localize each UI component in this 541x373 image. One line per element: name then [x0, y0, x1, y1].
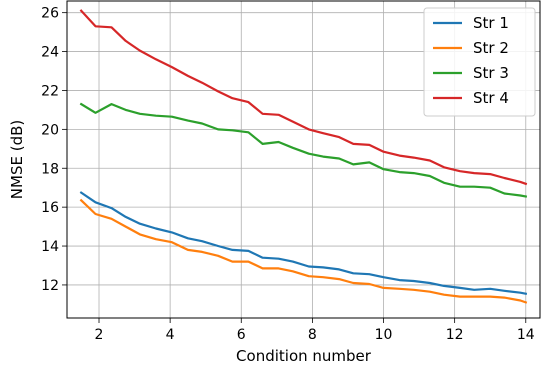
y-tick-label: 16	[41, 200, 59, 216]
legend-entry-label: Str 4	[473, 89, 509, 107]
y-tick-label: 20	[41, 122, 59, 138]
legend-entry-label: Str 3	[473, 64, 509, 82]
plot-frame	[66, 0, 541, 319]
x-tick-label: 4	[166, 327, 175, 343]
x-tick-label: 2	[95, 327, 104, 343]
y-tick-label: 14	[41, 239, 59, 255]
series-line-str-1	[79, 191, 528, 295]
legend: Str 1 Str 2 Str 3 Str 4	[423, 7, 536, 117]
legend-box	[423, 7, 536, 117]
x-tick-label: 14	[517, 327, 535, 343]
y-tick-label: 24	[41, 45, 59, 61]
x-tick-label: 12	[446, 327, 464, 343]
y-tick-label: 22	[41, 83, 59, 99]
y-tick-label: 12	[41, 278, 59, 294]
legend-entry-label: Str 1	[473, 14, 509, 32]
series-line-str-2	[79, 198, 528, 304]
legend-entry-label: Str 2	[473, 39, 509, 57]
x-axis-label: Condition number	[236, 347, 372, 365]
x-tick-label: 6	[237, 327, 246, 343]
series-line-str-3	[79, 102, 528, 198]
x-tick-label: 8	[308, 327, 317, 343]
series-line-str-4	[79, 9, 528, 186]
series-lines	[79, 9, 528, 304]
x-tick-label: 10	[375, 327, 393, 343]
y-axis-label: NMSE (dB)	[8, 120, 26, 199]
y-tick-label: 18	[41, 161, 59, 177]
y-tick-label: 26	[41, 6, 59, 22]
